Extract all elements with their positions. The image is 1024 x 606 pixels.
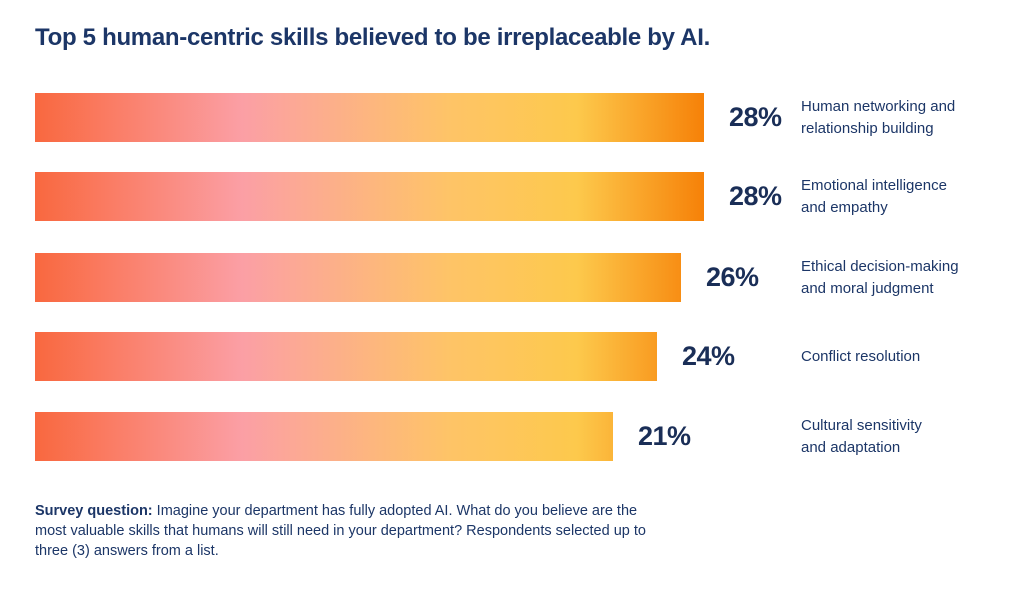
footnote-text: Imagine your department has fully adopte… [35,503,646,559]
bar-category-label: Human networking and relationship buildi… [801,96,955,140]
bar-value-label: 24% [682,341,735,371]
footnote-lead: Survey question: [35,503,153,519]
category-line: Ethical decision-making [801,257,959,275]
category-line: Emotional intelligence [801,176,947,194]
category-line: relationship building [801,119,934,137]
bar [35,253,681,302]
bar-category-label: Cultural sensitivity and adaptation [801,415,922,459]
bar-row: 24% Conflict resolution [35,332,1024,381]
category-line: and moral judgment [801,279,934,297]
category-line: Cultural sensitivity [801,416,922,434]
bar-row: 28% Emotional intelligence and empathy [35,172,1024,221]
bar-value-label: 26% [706,262,759,292]
bar-category-label: Emotional intelligence and empathy [801,175,947,219]
category-line: Human networking and [801,97,956,115]
bar-value-label: 21% [638,421,691,451]
bar-category-label: Conflict resolution [801,346,920,368]
category-line: Conflict resolution [801,347,921,365]
category-line: and empathy [801,198,888,216]
bar-row: 26% Ethical decision-making and moral ju… [35,253,1024,302]
bar-value-label: 28% [729,102,782,132]
bar-category-label: Ethical decision-making and moral judgme… [801,256,959,300]
bar [35,172,704,221]
chart-title: Top 5 human-centric skills believed to b… [35,24,710,51]
bar-row: 28% Human networking and relationship bu… [35,93,1024,142]
survey-question-footnote: Survey question: Imagine your department… [35,501,657,561]
bar [35,412,613,461]
bar-row: 21% Cultural sensitivity and adaptation [35,412,1024,461]
bar [35,332,657,381]
bar [35,93,704,142]
category-line: and adaptation [801,438,901,456]
bar-value-label: 28% [729,181,782,211]
